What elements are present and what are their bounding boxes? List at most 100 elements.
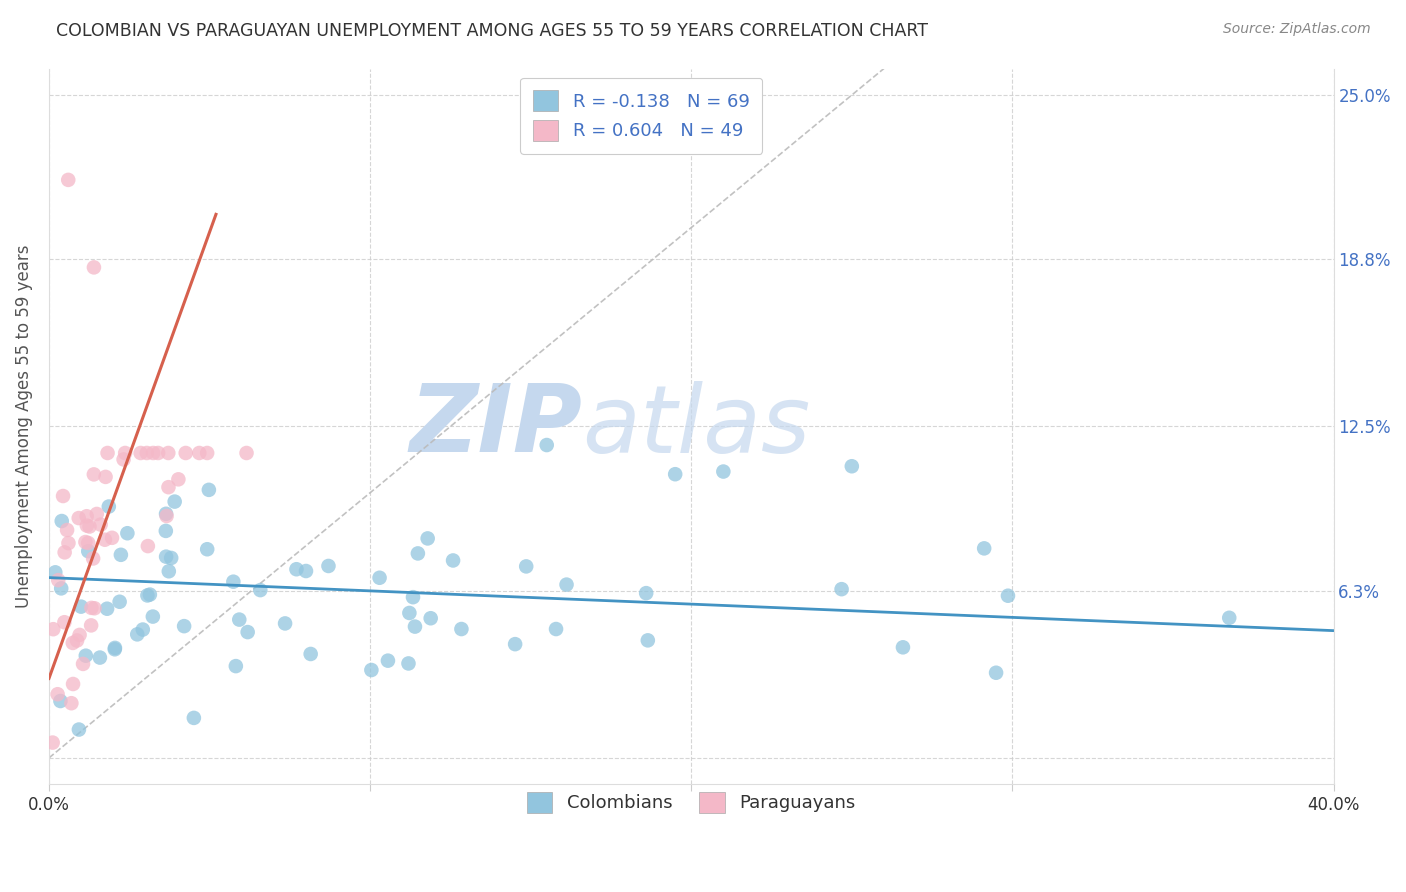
Point [450, 622, 472, 636]
Point [173, 619, 195, 633]
Point [299, 647, 322, 661]
Point [94, 533, 117, 547]
Point [108, 595, 131, 609]
Point [72, 657, 94, 671]
Point [222, 574, 245, 589]
Point [53, 615, 76, 630]
Point [114, 446, 136, 460]
Point [544, 622, 567, 636]
Point [195, 542, 218, 557]
Point [86, 507, 108, 521]
Point [49, 694, 72, 708]
Point [117, 526, 139, 541]
Point [96, 601, 118, 615]
Point [555, 577, 578, 591]
Point [76, 509, 98, 524]
Point [419, 611, 441, 625]
Point [285, 562, 308, 576]
Point [160, 550, 183, 565]
Point [132, 623, 155, 637]
Point [891, 640, 914, 655]
Point [46, 573, 69, 587]
Point [831, 582, 853, 596]
Point [44, 566, 66, 580]
Point [112, 452, 135, 467]
Point [89, 650, 111, 665]
Point [66, 633, 89, 648]
Point [637, 633, 659, 648]
Text: Source: ZipAtlas.com: Source: ZipAtlas.com [1223, 22, 1371, 37]
Point [515, 559, 537, 574]
Point [402, 590, 425, 604]
Point [41, 735, 63, 749]
Point [104, 642, 127, 657]
Point [69, 628, 91, 642]
Point [83, 260, 105, 275]
Point [228, 613, 250, 627]
Point [157, 446, 180, 460]
Point [127, 627, 149, 641]
Point [416, 532, 439, 546]
Point [157, 480, 180, 494]
Point [67, 511, 90, 525]
Text: atlas: atlas [582, 381, 810, 472]
Point [75, 535, 97, 549]
Point [973, 541, 995, 556]
Point [96, 446, 118, 460]
Point [249, 583, 271, 598]
Text: ZIP: ZIP [409, 381, 582, 473]
Point [274, 616, 297, 631]
Point [198, 483, 221, 497]
Point [79, 519, 101, 533]
Point [94, 470, 117, 484]
Point [104, 640, 127, 655]
Point [83, 467, 105, 482]
Point [235, 446, 257, 460]
Point [155, 524, 177, 538]
Point [163, 494, 186, 508]
Point [142, 446, 165, 460]
Point [80, 618, 103, 632]
Point [295, 564, 318, 578]
Point [77, 536, 100, 550]
Point [70, 599, 93, 614]
Point [503, 637, 526, 651]
Point [360, 663, 382, 677]
Point [76, 518, 98, 533]
Point [368, 571, 391, 585]
Point [129, 446, 152, 460]
Point [53, 545, 76, 559]
Point [90, 517, 112, 532]
Point [195, 446, 218, 460]
Point [110, 548, 132, 562]
Point [58, 536, 80, 550]
Point [83, 601, 105, 615]
Point [711, 465, 734, 479]
Point [142, 609, 165, 624]
Point [984, 665, 1007, 680]
Point [77, 544, 100, 558]
Point [155, 507, 177, 521]
Y-axis label: Unemployment Among Ages 55 to 59 years: Unemployment Among Ages 55 to 59 years [15, 244, 32, 608]
Point [52, 489, 75, 503]
Point [51, 582, 73, 596]
Point [1218, 611, 1240, 625]
Point [75, 648, 97, 663]
Point [377, 654, 399, 668]
Point [398, 657, 420, 671]
Point [188, 446, 211, 460]
Point [398, 606, 420, 620]
Point [841, 459, 863, 474]
Point [404, 619, 426, 633]
Point [135, 446, 157, 460]
Point [67, 723, 90, 737]
Point [664, 467, 686, 482]
Point [174, 446, 197, 460]
Point [80, 600, 103, 615]
Point [536, 438, 558, 452]
Point [82, 551, 104, 566]
Point [997, 589, 1019, 603]
Point [183, 711, 205, 725]
Point [225, 659, 247, 673]
Point [139, 588, 162, 602]
